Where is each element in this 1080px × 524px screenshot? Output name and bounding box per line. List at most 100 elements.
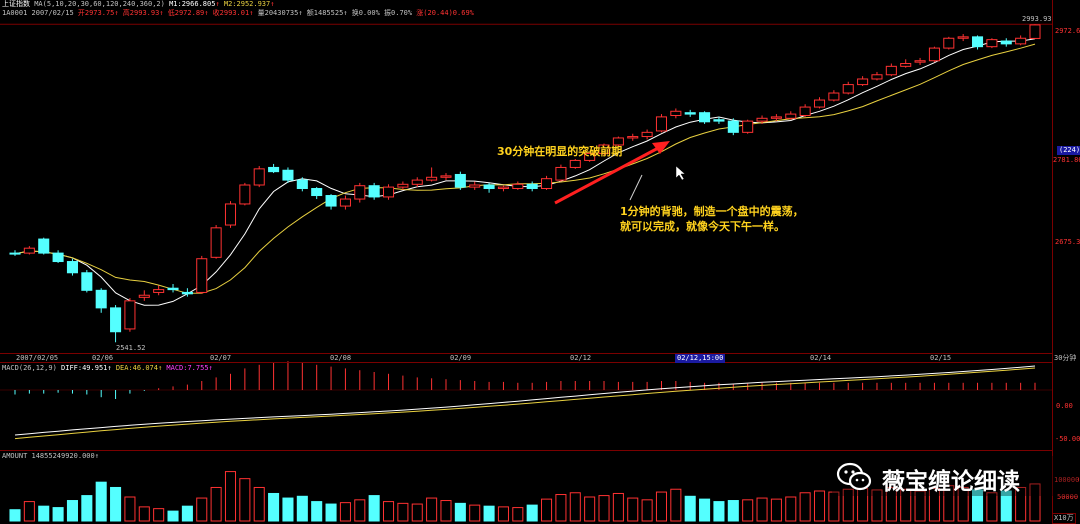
ma1-line [14, 38, 1036, 306]
amount-bar-40 [584, 496, 596, 522]
amount-bar-28 [411, 503, 423, 522]
amount-bar-66 [957, 486, 969, 522]
line2-seg-0: 1A0001 [2, 9, 28, 17]
macd-diff: DIFF:49.951↑ [61, 364, 112, 372]
ma2-line [14, 43, 1036, 294]
candle-body-22 [325, 195, 337, 207]
amount-bar-38 [555, 494, 567, 522]
price-label-3: 2675.3 [1055, 238, 1080, 246]
amount-bar-5 [81, 495, 93, 522]
amount-bar-41 [598, 495, 610, 522]
candle-body-48 [699, 112, 711, 123]
macd-dea: DEA:46.074↑ [115, 364, 163, 372]
candle-body-30 [440, 175, 452, 178]
candle-body-67 [972, 36, 984, 48]
amount-unit: X10万 [1052, 513, 1076, 524]
amount-bar-46 [670, 488, 682, 522]
amount-bar-22 [325, 503, 337, 522]
macd-dea-line [14, 367, 1036, 440]
right-axis-line [1052, 0, 1053, 524]
candle-body-63 [914, 60, 926, 63]
candle-body-58 [842, 84, 854, 94]
amount-bar-11 [167, 510, 179, 522]
candle-body-29 [426, 176, 438, 181]
line2-seg-3: 高2993.93↑ [118, 9, 164, 17]
candle-body-8 [124, 300, 136, 330]
line2-seg-2: 开2973.75↑ [73, 9, 119, 17]
candle-body-12 [181, 291, 193, 295]
candle-body-32 [469, 184, 481, 188]
candle-body-5 [81, 272, 93, 291]
amount-bar-55 [799, 492, 811, 522]
amount-bar-0 [9, 509, 21, 522]
arrow-head [652, 141, 670, 154]
amount-bar-71 [1029, 483, 1041, 522]
candle-body-18 [268, 166, 280, 173]
candle-body-45 [655, 116, 668, 132]
amount-bar-13 [196, 497, 208, 522]
amount-bar-34 [497, 506, 509, 522]
amount-bar-42 [612, 492, 624, 522]
candle-body-2 [38, 238, 50, 254]
date-label-7: 02/14 [810, 354, 832, 362]
candle-body-25 [368, 185, 380, 198]
amount-bar-19 [282, 497, 294, 522]
amount-bar-60 [871, 489, 883, 522]
period-label[interactable]: 30分钟 [1054, 354, 1077, 362]
wechat-icon [836, 462, 872, 491]
candle-body-19 [282, 169, 294, 181]
amount-bar-17 [253, 486, 265, 522]
amount-bar-51 [742, 499, 754, 522]
candle-body-26 [382, 186, 395, 198]
candle-body-55 [799, 106, 811, 116]
candle-body-66 [957, 36, 969, 39]
candle-body-20 [296, 179, 308, 190]
line2-seg-9: 振0.70% [379, 9, 413, 17]
macd-title: MACD(26,12,9) [2, 364, 57, 372]
amount-bar-14 [210, 486, 222, 522]
amount-bar-8 [124, 496, 136, 522]
candle-body-65 [943, 37, 955, 49]
amount-bar-43 [627, 497, 639, 522]
amount-bar-57 [828, 491, 840, 522]
line2-seg-1: 2007/02/15 [27, 9, 74, 17]
line1-seg-4: M2:2952.937 [219, 0, 271, 8]
candle-body-41 [598, 144, 610, 154]
candle-body-56 [813, 99, 826, 108]
amount-bar-44 [641, 499, 653, 522]
candle-body-17 [253, 168, 265, 186]
candle-body-36 [526, 183, 538, 190]
price-badge: (224) [1057, 146, 1080, 155]
amount-bar-3 [52, 507, 64, 522]
amount-bar-52 [756, 497, 768, 522]
candle-body-60 [871, 74, 883, 80]
date-label-3: 02/08 [330, 354, 352, 362]
candle-body-40 [584, 152, 596, 161]
candle-body-51 [742, 120, 754, 133]
line2-seg-6: 量20430735↑ [253, 9, 303, 17]
arrow-shaft [554, 144, 663, 205]
candle-body-62 [900, 63, 912, 67]
candle-body-7 [110, 307, 122, 333]
candle-body-47 [684, 112, 696, 115]
macd-label-0: 0.00 [1056, 402, 1073, 410]
candle-body-53 [770, 116, 782, 119]
candle-body-42 [612, 137, 624, 146]
amount-bar-67 [972, 489, 984, 522]
amount-bar-10 [153, 508, 165, 522]
macd-header: MACD(26,12,9) DIFF:49.951↑ DEA:46.074↑ M… [2, 364, 213, 373]
candle-body-9 [138, 294, 150, 298]
amount-bar-21 [311, 501, 323, 522]
amount-bar-45 [655, 491, 668, 522]
amount-bar-7 [110, 486, 122, 522]
separator-macd [0, 450, 1052, 451]
amount-bar-15 [224, 471, 237, 522]
watermark-text: 薇宝缠论细读 [882, 469, 1020, 495]
candle-body-13 [196, 258, 208, 293]
line1-seg-0: 上证指数 [2, 0, 30, 8]
candle-body-68 [986, 39, 998, 48]
candle-body-15 [224, 203, 237, 226]
candle-body-69 [1000, 40, 1012, 45]
candle-body-6 [95, 289, 107, 309]
